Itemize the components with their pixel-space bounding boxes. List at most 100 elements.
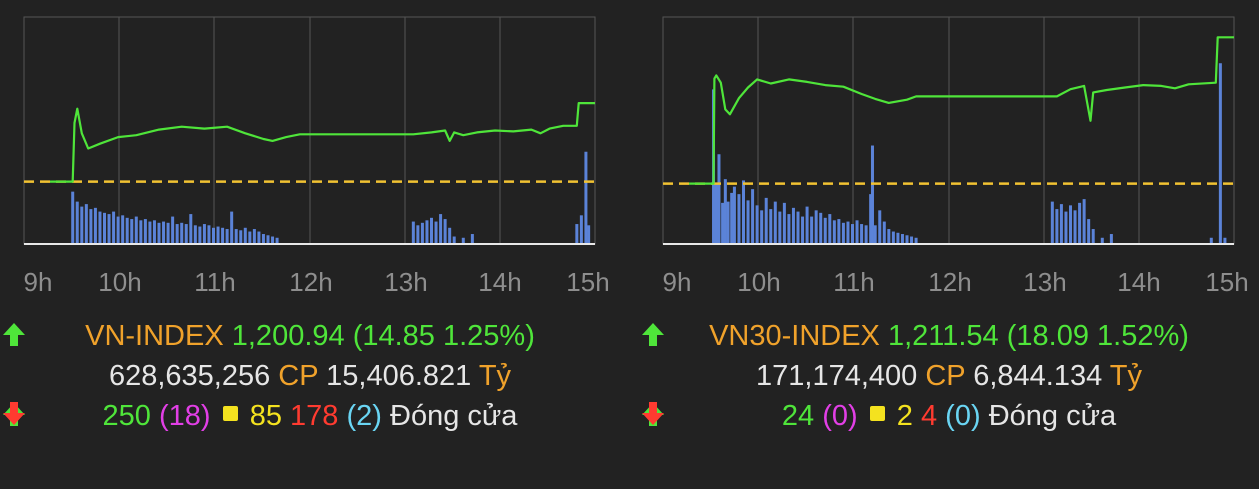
up-count: 24 [781,400,815,432]
volume-bar [751,189,755,244]
volume-bar [420,222,424,244]
volume-bar [461,237,465,244]
volume-bar [769,209,773,244]
volume-bar [107,214,111,244]
volume-bar [714,184,718,244]
volume-unit: CP [925,360,966,392]
volume-bar [873,225,877,244]
volume-bar [162,221,166,244]
vn-index-chart: 9h 10h 11h 12h 13h 14h 15h [23,16,610,297]
volume-bar [125,217,129,244]
flat-count: 2 [896,400,913,432]
volume-bar [805,206,809,244]
volume-bar [575,224,579,244]
volume-line: 628,635,256 CP 15,406.821 Tỷ [0,360,620,393]
x-tick-label: 10h [98,267,141,297]
volume-bar [112,211,116,244]
x-tick-label: 14h [478,267,521,297]
volume-bar [171,216,175,244]
turnover-value: 6,844.134 [973,360,1103,392]
volume-bar [252,229,256,244]
flat-count: 85 [249,400,282,432]
vn30-index-panel: 9h 10h 11h 12h 13h 14h 15h VN30-INDEX 1,211.54… [639,0,1259,489]
index-value: 1,200.94 [231,320,345,352]
volume-bar [239,230,243,244]
volume-bar [93,207,97,244]
index-value: 1,211.54 [887,320,999,352]
volume-bar [225,229,229,244]
vn30-index-chart: 9h 10h 11h 12h 13h 14h 15h [662,16,1249,297]
volume-bar [726,201,730,244]
volume-bar [243,227,247,244]
price-line [50,101,595,183]
ceiling-count: (0) [822,400,858,432]
index-change: (14.85 1.25%) [352,320,535,352]
index-name: VN30-INDEX [709,320,880,352]
volume-bar [1055,209,1059,244]
volume-bar [116,216,120,244]
volume-bar [416,225,420,244]
volume-bar [216,226,220,244]
volume-bar [1069,205,1072,244]
volume-bar [887,229,891,244]
volume-bar [184,224,188,244]
volume-bar [189,214,193,244]
volume-bar [846,221,850,244]
down-arrow-icon [642,402,664,425]
down-count: 178 [290,400,339,432]
volume-bar [152,220,156,244]
index-change: (18.09 1.52%) [1006,320,1189,352]
volume-bar [75,201,79,244]
volume-bar [882,221,886,244]
volume-bar [1064,211,1068,244]
market-status: Đóng cửa [390,400,518,432]
volume-bar [434,221,438,244]
breadth-line: 250 (18) 85 178 (2) Đóng cửa [0,400,620,433]
volume-unit: CP [278,360,319,392]
x-tick-label: 9h [663,267,692,297]
volume-bar [1209,237,1213,244]
volume-bar [855,220,859,244]
volume-bar [230,211,234,244]
volume-bar [732,186,736,244]
volume-bar [755,205,759,244]
volume-bar [878,210,882,244]
volume-bar [275,237,279,244]
volume-bar [791,207,795,244]
volume-bar [271,236,275,244]
volume-bar [900,234,904,244]
volume-bar [425,220,429,244]
x-tick-label: 13h [384,267,427,297]
volume-bar [71,191,75,244]
volume-bar [1223,237,1227,244]
volume-bar [202,224,206,244]
volume-bar [411,221,415,244]
volume-bar [746,200,750,244]
volume-bar [448,227,452,244]
volume-bar [787,214,791,244]
volume-bar [896,232,900,244]
volume-bar [837,219,841,244]
volume-bar [1059,204,1063,244]
volume-bar [810,216,814,244]
turnover-value: 15,406.821 [326,360,472,392]
x-tick-label: 15h [566,267,609,297]
volume-bar [869,194,873,244]
up-arrow-icon [3,323,25,346]
volume-value: 171,174,400 [756,360,918,392]
volume-line: 171,174,400 CP 6,844.134 Tỷ [639,360,1259,393]
volume-bar [1073,210,1077,244]
floor-count: (0) [945,400,981,432]
volume-bar [1091,229,1095,244]
volume-bar [166,222,170,244]
volume-bar [1087,219,1091,244]
volume-bar [234,229,238,244]
x-tick-label: 11h [833,267,874,297]
volume-bar [587,225,591,244]
volume-bar [98,211,102,244]
volume-bar [1109,234,1113,244]
volume-bar [443,219,447,244]
x-tick-label: 13h [1023,267,1066,297]
flat-square-icon [869,406,885,421]
volume-bar [470,234,474,244]
